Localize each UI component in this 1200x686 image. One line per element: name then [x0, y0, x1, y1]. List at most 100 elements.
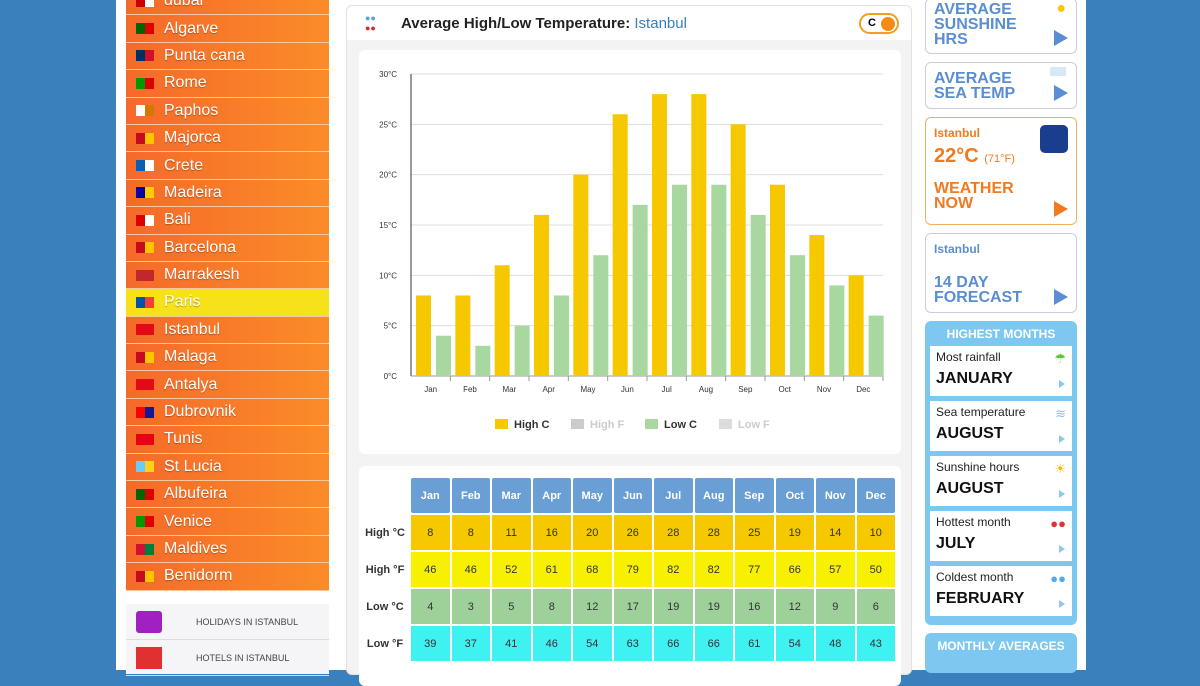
highest-month-item[interactable]: Hottest month JULY ●●	[930, 511, 1072, 561]
bar-high-c[interactable]	[573, 174, 589, 376]
bar-high-c[interactable]	[534, 214, 549, 376]
row-label: High °C	[361, 515, 409, 550]
city-link[interactable]: Rome	[126, 70, 329, 98]
bar-high-c[interactable]	[612, 114, 628, 377]
bar-low-c[interactable]	[672, 184, 687, 376]
city-link[interactable]: Punta cana	[126, 42, 329, 71]
legend-item[interactable]: Low F	[738, 419, 770, 431]
city-link[interactable]: Antalya	[126, 371, 329, 399]
legend-item[interactable]: High F	[590, 419, 624, 431]
table-cell: 3	[451, 589, 490, 624]
hot-thermometer-icon: ●●	[1050, 516, 1066, 531]
city-link[interactable]: Majorca	[126, 124, 329, 153]
table-cell: 20	[573, 515, 612, 550]
city-link[interactable]: Benidorm	[126, 563, 329, 591]
table-cell: 12	[775, 589, 814, 624]
bar-high-c[interactable]	[848, 275, 864, 376]
bar-low-c[interactable]	[868, 315, 884, 376]
temperature-chart: 0°C 5°C 10°C 15°C 20°C 25°C 30°C Jan Feb Mar Apr Ma…	[379, 70, 884, 431]
city-link[interactable]: Malaga	[126, 344, 329, 372]
highest-month-item[interactable]: Sea temperature AUGUST ≋	[930, 401, 1072, 451]
legend-item[interactable]: High C	[514, 419, 549, 431]
city-link[interactable]: Dubrovnik	[126, 398, 329, 427]
holidays-link[interactable]: HOLIDAYS IN ISTANBUL	[126, 604, 329, 640]
current-temp: 22°C	[934, 145, 979, 167]
waves-icon: ≋	[1055, 406, 1066, 421]
city-link[interactable]: Venice	[126, 508, 329, 536]
table-cell: 61	[735, 626, 774, 661]
city-link[interactable]: Maldives	[126, 535, 329, 564]
bar-high-c[interactable]	[770, 184, 785, 376]
sunshine-button[interactable]: AVERAGE SUNSHINE HRS ●	[925, 0, 1077, 54]
table-cell: 12	[573, 589, 612, 624]
flag-icon	[136, 0, 154, 7]
bar-high-c[interactable]	[730, 124, 746, 376]
y-tick-label: 5°C	[384, 322, 398, 331]
city-link[interactable]: Algarve	[126, 15, 329, 43]
highest-month-item[interactable]: Coldest month FEBRUARY ●●	[930, 566, 1072, 616]
city-link[interactable]: Marrakesh	[126, 261, 329, 290]
monthly-averages: MONTHLY AVERAGES	[925, 633, 1077, 673]
city-sidebar: dubai Algarve Punta cana Rome Paphos Majorca C…	[126, 0, 329, 591]
hotels-link[interactable]: HOTELS IN ISTANBUL	[126, 640, 329, 676]
bar-high-c[interactable]	[691, 94, 707, 376]
city-link[interactable]: Albufeira	[126, 481, 329, 509]
weather-icon	[1040, 125, 1068, 153]
forecast-button[interactable]: Istanbul 14 DAY FORECAST	[925, 233, 1077, 313]
bar-low-c[interactable]	[593, 255, 609, 376]
bar-low-c[interactable]	[554, 295, 569, 376]
sea-temp-button[interactable]: AVERAGE SEA TEMP	[925, 62, 1077, 109]
city-link[interactable]: St Lucia	[126, 453, 329, 482]
x-tick-label: Sep	[738, 385, 753, 394]
bar-high-c[interactable]	[494, 265, 510, 376]
highest-month-item[interactable]: Most rainfall JANUARY ☂	[930, 346, 1072, 396]
y-tick-label: 25°C	[379, 120, 397, 129]
bar-high-c[interactable]	[809, 235, 825, 376]
city-link[interactable]: Tunis	[126, 426, 329, 454]
thermometers-icon: ●● ●●	[365, 13, 376, 33]
month-header: Apr	[532, 478, 571, 513]
city-link[interactable]: Crete	[126, 152, 329, 180]
cold-thermometer-icon: ●●	[1050, 571, 1066, 586]
umbrella-icon: ☂	[1054, 351, 1066, 366]
city-link[interactable]: Istanbul	[126, 316, 329, 345]
bar-high-c[interactable]	[416, 295, 431, 376]
right-sidebar: AVERAGE SUNSHINE HRS ● AVERAGE SEA TEMP I…	[925, 0, 1077, 673]
bar-low-c[interactable]	[711, 184, 727, 376]
table-cell: 19	[694, 589, 733, 624]
bar-low-c[interactable]	[514, 325, 530, 376]
highest-month-item[interactable]: Sunshine hours AUGUST ☀	[930, 456, 1072, 506]
table-cell: 63	[613, 626, 652, 661]
flag-icon	[136, 516, 154, 528]
bar-high-c[interactable]	[455, 295, 471, 376]
city-link[interactable]: Paphos	[126, 97, 329, 125]
bar-low-c[interactable]	[750, 214, 766, 376]
bar-low-c[interactable]	[632, 204, 648, 376]
city-link[interactable]: Bali	[126, 207, 329, 235]
item-value: FEBRUARY	[936, 590, 1025, 607]
legend-item[interactable]: Low C	[664, 419, 697, 431]
month-header: Sep	[735, 478, 774, 513]
highest-months: HIGHEST MONTHS Most rainfall JANUARY ☂ Sea t…	[925, 321, 1077, 625]
unit-toggle[interactable]: C	[859, 13, 899, 34]
city-link[interactable]: Madeira	[126, 179, 329, 208]
bar-low-c[interactable]	[436, 335, 451, 376]
city-link[interactable]: Paris	[126, 289, 329, 317]
bar-low-c[interactable]	[829, 285, 845, 376]
page-title: Average High/Low Temperature: Istanbul	[401, 14, 687, 32]
weather-now-button[interactable]: Istanbul 22°C (71°F) WEATHER NOW	[925, 117, 1077, 225]
bar-high-c[interactable]	[652, 94, 667, 376]
bar-low-c[interactable]	[475, 345, 491, 376]
city-label: Marrakesh	[164, 266, 240, 284]
city-link[interactable]: dubai	[126, 0, 329, 16]
city-link[interactable]: Barcelona	[126, 234, 329, 262]
table-cell: 11	[492, 515, 531, 550]
month-header: Feb	[451, 478, 490, 513]
city-label: St Lucia	[164, 457, 222, 475]
bar-low-c[interactable]	[790, 255, 805, 376]
city-label: Paris	[164, 293, 201, 311]
arrow-icon	[1059, 490, 1065, 498]
table-cell: 79	[613, 552, 652, 587]
x-tick-label: Aug	[699, 385, 713, 394]
table-cell: 48	[816, 626, 855, 661]
